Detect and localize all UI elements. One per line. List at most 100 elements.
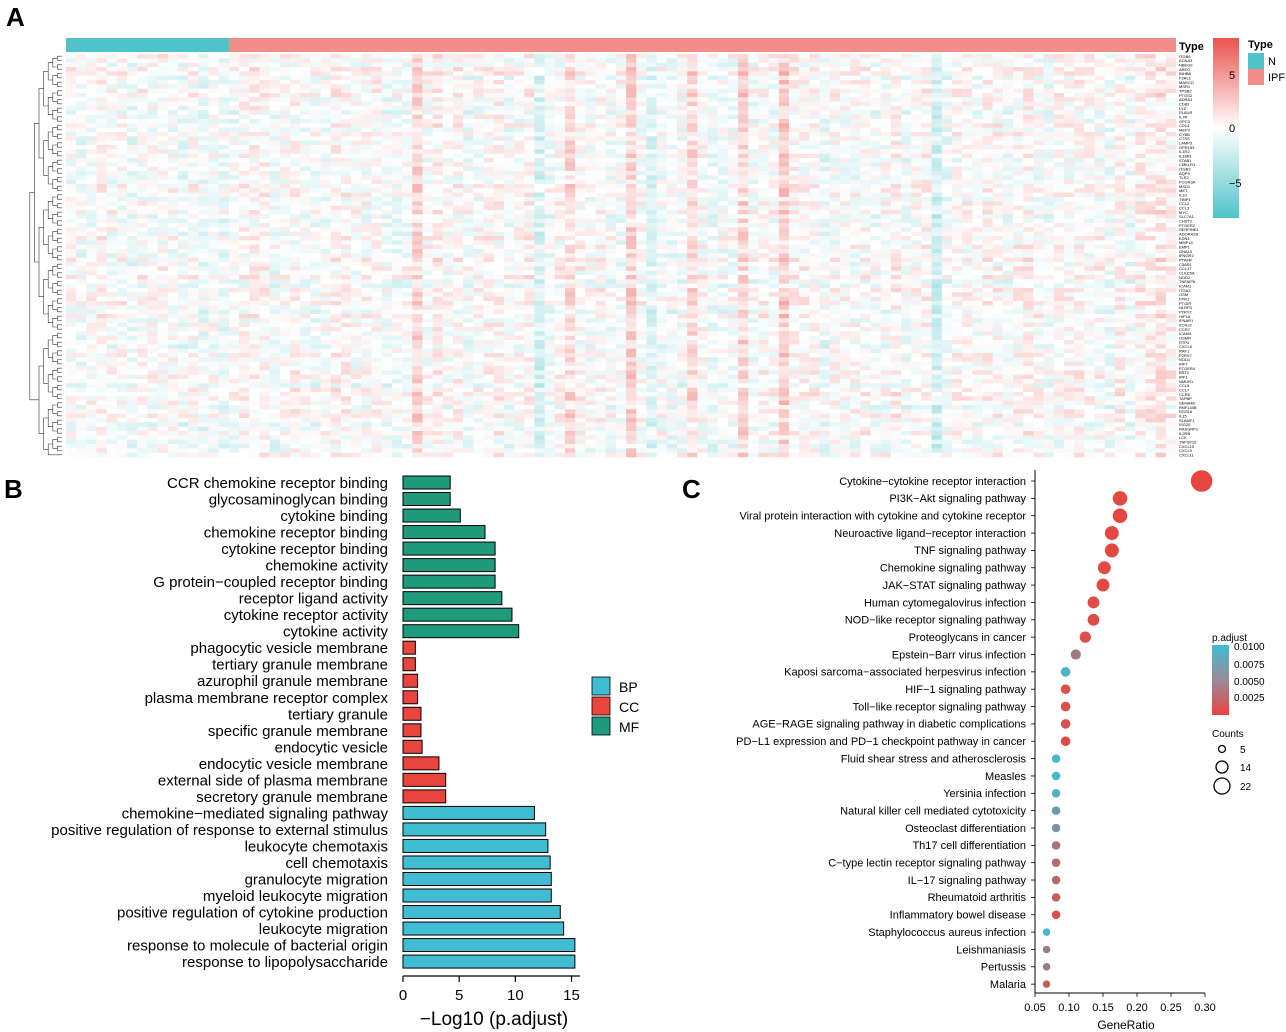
- heatmap-cell: [839, 71, 851, 76]
- heatmap-cell: [636, 197, 647, 202]
- heatmap-cell: [850, 218, 861, 224]
- heatmap-cell: [279, 236, 291, 241]
- heatmap-cell: [768, 175, 780, 180]
- heatmap-cell: [1104, 80, 1116, 85]
- heatmap-cell: [208, 149, 220, 154]
- heatmap-cell: [931, 88, 943, 94]
- heatmap-cell: [412, 158, 423, 163]
- heatmap-cell: [402, 153, 413, 159]
- heatmap-cell: [748, 114, 759, 120]
- heatmap-cell: [76, 106, 87, 111]
- heatmap-cell: [789, 205, 800, 211]
- heatmap-cell: [483, 119, 494, 124]
- heatmap-cell: [249, 84, 260, 89]
- heatmap-cell: [137, 123, 148, 128]
- heatmap-cell: [717, 145, 729, 150]
- heatmap-cell: [269, 58, 281, 63]
- heatmap-cell: [890, 58, 902, 63]
- heatmap-cell: [198, 153, 209, 159]
- heatmap-cell: [707, 97, 719, 102]
- heatmap-cell: [717, 136, 729, 141]
- heatmap-cell: [290, 227, 301, 232]
- heatmap-cell: [880, 101, 892, 107]
- heatmap-cell: [809, 67, 820, 72]
- heatmap-cell: [656, 175, 668, 180]
- heatmap-cell: [330, 227, 342, 232]
- heatmap-cell: [911, 145, 922, 150]
- heatmap-cell: [727, 132, 739, 137]
- heatmap-cell: [503, 119, 515, 124]
- heatmap-cell: [941, 175, 953, 180]
- heatmap-cell: [208, 205, 220, 211]
- dendrogram-branch: [47, 166, 53, 185]
- heatmap-cell: [310, 114, 321, 120]
- heatmap-cell: [330, 101, 342, 107]
- heatmap-cell: [992, 162, 1004, 167]
- heatmap-cell: [422, 192, 433, 198]
- heatmap-cell: [1084, 75, 1095, 81]
- heatmap-cell: [473, 162, 484, 167]
- heatmap-cell: [188, 119, 199, 124]
- heatmap-cell: [422, 132, 433, 137]
- heatmap-cell: [300, 145, 311, 150]
- heatmap-cell: [697, 231, 708, 237]
- heatmap-cell: [483, 192, 494, 198]
- heatmap-cell: [901, 101, 912, 107]
- heatmap-cell: [717, 149, 729, 154]
- heatmap-cell: [249, 127, 260, 133]
- heatmap-cell: [1165, 114, 1177, 120]
- heatmap-cell: [76, 93, 87, 98]
- heatmap-cell: [819, 119, 831, 124]
- heatmap-cell: [860, 67, 871, 72]
- heatmap-cell: [778, 240, 790, 245]
- heatmap-cell: [534, 166, 545, 172]
- heatmap-cell: [178, 223, 189, 228]
- heatmap-cell: [972, 127, 983, 133]
- heatmap-cell: [503, 93, 515, 98]
- heatmap-cell: [687, 84, 698, 89]
- heatmap-cell: [493, 244, 505, 250]
- heatmap-cell: [1023, 101, 1034, 107]
- heatmap-cell: [799, 97, 810, 102]
- heatmap-cell: [228, 197, 240, 202]
- heatmap-cell: [687, 71, 698, 76]
- heatmap-cell: [1063, 166, 1075, 172]
- heatmap-cell: [901, 188, 912, 193]
- heatmap-cell: [666, 88, 678, 94]
- heatmap-cell: [147, 227, 158, 232]
- heatmap-cell: [300, 158, 311, 163]
- heatmap-cell: [564, 158, 576, 163]
- heatmap-cell: [1104, 201, 1116, 206]
- heatmap-cell: [1094, 188, 1106, 193]
- heatmap-cell: [564, 179, 576, 185]
- heatmap-cell: [962, 175, 973, 180]
- heatmap-cell: [860, 149, 871, 154]
- heatmap-cell: [524, 88, 535, 94]
- heatmap-cell: [666, 201, 678, 206]
- heatmap-cell: [758, 184, 769, 189]
- heatmap-cell: [524, 214, 535, 219]
- heatmap-cell: [534, 71, 545, 76]
- heatmap-cell: [554, 192, 566, 198]
- heatmap-cell: [157, 227, 169, 232]
- heatmap-cell: [340, 93, 352, 98]
- heatmap-cell: [493, 175, 505, 180]
- heatmap-cell: [106, 97, 118, 102]
- heatmap-cell: [799, 71, 810, 76]
- heatmap-cell: [1023, 236, 1034, 241]
- heatmap-cell: [972, 171, 983, 176]
- heatmap-cell: [1114, 101, 1126, 107]
- heatmap-cell: [768, 205, 780, 211]
- heatmap-cell: [1094, 145, 1106, 150]
- heatmap-cell: [758, 132, 769, 137]
- heatmap-cell: [86, 227, 97, 232]
- heatmap-cell: [106, 84, 118, 89]
- heatmap-cell: [514, 58, 525, 63]
- heatmap-cell: [1074, 84, 1085, 89]
- heatmap-cell: [687, 175, 698, 180]
- heatmap-cell: [636, 54, 647, 59]
- heatmap-cell: [1013, 71, 1024, 76]
- heatmap-cell: [615, 149, 627, 154]
- heatmap-cell: [829, 210, 841, 215]
- heatmap-cell: [178, 71, 189, 76]
